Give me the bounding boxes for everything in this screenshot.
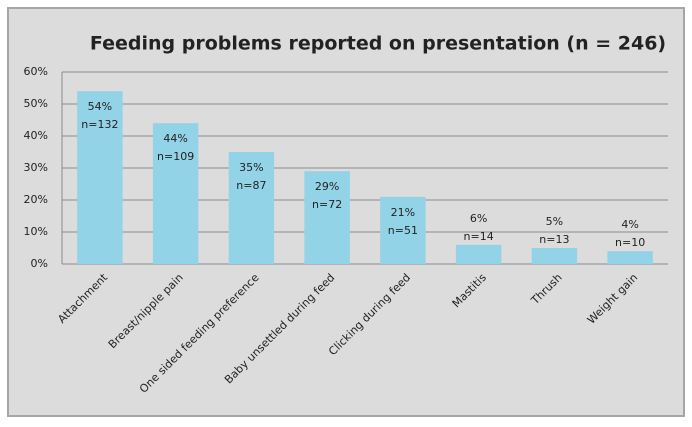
value-label: 4% — [621, 218, 638, 231]
count-label: n=10 — [615, 236, 645, 249]
count-label: n=13 — [539, 233, 569, 246]
value-label: 54% — [88, 100, 112, 113]
count-label: n=132 — [81, 118, 118, 131]
y-tick-label: 60% — [24, 65, 48, 78]
y-tick-label: 10% — [24, 225, 48, 238]
y-tick-label: 40% — [24, 129, 48, 142]
value-label: 29% — [315, 180, 339, 193]
value-label: 6% — [470, 212, 487, 225]
y-tick-label: 30% — [24, 161, 48, 174]
bar — [607, 251, 653, 264]
count-label: n=14 — [464, 230, 494, 243]
y-tick-label: 50% — [24, 97, 48, 110]
count-label: n=51 — [388, 224, 418, 237]
bar — [531, 248, 578, 264]
count-label: n=72 — [312, 198, 342, 211]
y-tick-label: 0% — [31, 257, 48, 270]
y-tick-label: 20% — [24, 193, 48, 206]
value-label: 35% — [239, 161, 263, 174]
bar — [228, 152, 275, 264]
chart-title: Feeding problems reported on presentatio… — [90, 33, 666, 55]
value-label: 5% — [546, 215, 563, 228]
count-label: n=109 — [157, 150, 194, 163]
count-label: n=87 — [236, 179, 266, 192]
value-label: 44% — [163, 132, 187, 145]
bar — [152, 123, 199, 264]
bar — [380, 196, 426, 264]
bar — [304, 171, 350, 264]
value-label: 21% — [391, 206, 415, 219]
bar — [455, 244, 502, 264]
bar — [77, 91, 123, 264]
